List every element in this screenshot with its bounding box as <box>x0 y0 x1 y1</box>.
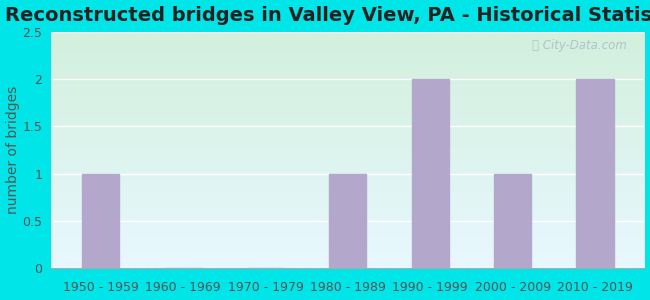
Title: Reconstructed bridges in Valley View, PA - Historical Statistics: Reconstructed bridges in Valley View, PA… <box>5 6 650 25</box>
Bar <box>577 79 614 268</box>
Bar <box>494 174 531 268</box>
Bar <box>83 174 120 268</box>
Bar <box>411 79 448 268</box>
Bar <box>330 174 367 268</box>
Text: ⓘ City-Data.com: ⓘ City-Data.com <box>532 39 627 52</box>
Y-axis label: number of bridges: number of bridges <box>6 86 20 214</box>
